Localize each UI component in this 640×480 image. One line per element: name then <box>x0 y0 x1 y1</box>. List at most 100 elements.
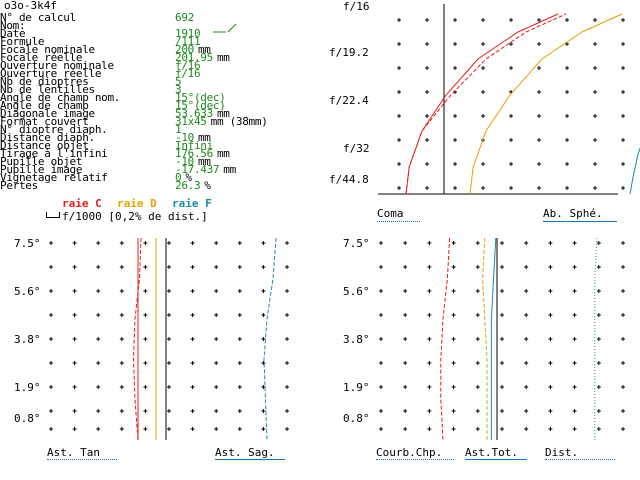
tab-underline <box>47 459 117 460</box>
param-value-text: 176.56 <box>175 147 213 160</box>
y-tick: f/16 <box>343 0 370 13</box>
tab-field-curvature[interactable]: Courb.Chp. <box>376 446 443 459</box>
param-value: 53.633 mm <box>175 107 230 120</box>
y-tick: 5.6° <box>343 285 370 298</box>
param-value-text: 53.633 <box>175 107 213 120</box>
scale-bar-icon <box>46 212 60 218</box>
param-label: Nb de lentilles <box>0 83 95 96</box>
formula-sketch-icon <box>213 23 237 33</box>
param-value: 201.95 mm <box>175 51 230 64</box>
param-value: 1 <box>175 123 185 136</box>
param-value-text: 201.95 <box>175 51 213 64</box>
param-label: Distance objet <box>0 139 89 152</box>
param-value: f/16 <box>175 67 204 80</box>
param-value: 200 mm <box>175 43 211 56</box>
param-unit: mm <box>197 155 211 168</box>
param-value: 15°(dec) <box>175 91 230 104</box>
param-value-text: -17.437 <box>175 163 220 176</box>
param-value: 176.56 mm <box>175 147 230 160</box>
y-tick: 3.8° <box>14 333 41 346</box>
legend-raie-c: raie C <box>62 197 102 210</box>
tab-coma[interactable]: Coma <box>377 207 404 220</box>
legend-raie-f: raie F <box>172 197 212 210</box>
param-unit: mm <box>197 43 211 56</box>
param-value-text: Infini <box>175 139 213 152</box>
param-value: -10 mm <box>175 155 211 168</box>
param-label: Ouverture nominale <box>0 59 114 72</box>
param-value: -17.437 mm <box>175 163 236 176</box>
param-label: Formule <box>0 35 45 48</box>
param-unit: mm <box>216 107 230 120</box>
param-value: -10 mm <box>175 131 211 144</box>
series-line <box>132 237 142 441</box>
param-label: Focale nominale <box>0 43 95 56</box>
y-tick: 0.8° <box>343 412 370 425</box>
y-tick: f/22.4 <box>329 94 369 107</box>
param-label: Date <box>0 27 26 40</box>
tab-underline <box>377 221 420 222</box>
param-value: /111 <box>175 35 204 48</box>
tab-astig-tangential[interactable]: Ast. Tan <box>47 446 100 459</box>
param-value: 31x45 mm (38mm) <box>175 115 268 128</box>
tab-underline <box>545 459 615 460</box>
series-line <box>405 13 567 195</box>
param-label: Pupille image <box>0 163 83 176</box>
param-value-text: -10 <box>175 131 194 144</box>
param-label: Pupille objet <box>0 155 83 168</box>
param-value: 3 <box>175 84 185 95</box>
y-tick: f/44.8 <box>329 173 369 186</box>
param-label: Angle de champ nom. <box>0 91 121 104</box>
series-line <box>482 237 488 440</box>
param-unit: mm <box>216 51 230 64</box>
param-value-text: 1 <box>175 123 182 136</box>
param-label: Vignetage relatif <box>0 171 108 184</box>
param-label: Ouverture réelle <box>0 67 102 80</box>
y-tick: 0.8° <box>14 412 41 425</box>
y-tick: 7.5° <box>14 237 41 250</box>
tab-underline-active <box>215 459 285 460</box>
param-label: Distance diaph. <box>0 131 95 144</box>
y-tick: 1.9° <box>343 381 370 394</box>
param-label: Pertes <box>0 179 38 192</box>
param-label: Nom: <box>0 19 26 32</box>
param-label: N° de calcul <box>0 11 76 24</box>
param-unit: % <box>185 171 192 184</box>
y-tick: 1.9° <box>14 381 41 394</box>
param-value: f/16 <box>175 60 204 71</box>
y-tick: f/32 <box>343 142 370 155</box>
param-value-text: 15°(dec) <box>175 91 226 104</box>
param-value: 26.3% <box>175 179 211 192</box>
param-value-text: -10 <box>175 155 194 168</box>
param-value-text: f/16 <box>175 67 201 80</box>
param-value-text: 5 <box>175 75 182 88</box>
scale-note: f/1000 [0,2% de dist.] <box>62 210 208 223</box>
y-tick: 7.5° <box>343 237 370 250</box>
param-value-text: 1910 <box>175 27 201 40</box>
series-line <box>405 13 559 195</box>
param-label: Diagonale image <box>0 107 95 120</box>
param-label: Focale réelle <box>0 51 83 64</box>
param-value: Infini <box>175 139 217 152</box>
param-value-text: 31x45 <box>175 115 207 128</box>
tab-underline <box>376 459 454 460</box>
tab-underline-active <box>465 459 527 460</box>
param-value-text: 26.3 <box>175 179 201 192</box>
param-value: 0% <box>175 171 192 184</box>
tab-spherical-aberration[interactable]: Ab. Sphé. <box>543 207 603 220</box>
param-unit: mm <box>216 147 230 160</box>
param-unit: mm (38mm) <box>210 115 268 128</box>
tab-distortion[interactable]: Dist. <box>545 446 579 459</box>
param-value: 5 <box>175 75 185 88</box>
parameter-list: N° de calcul 692 Nom: Date 1910 Formule/111 Fo… <box>0 11 300 194</box>
window-title: o3o-3k4f <box>4 0 57 12</box>
y-tick: f/19.2 <box>329 46 369 59</box>
param-value-text: 0 <box>175 171 182 184</box>
param-value-text: 200 <box>175 43 194 56</box>
series-line <box>440 237 451 441</box>
tab-astig-total[interactable]: Ast.Tot. <box>465 446 518 459</box>
param-value: 1910 <box>175 27 204 40</box>
param-value-text: /111 <box>175 35 201 48</box>
tab-astig-sagittal[interactable]: Ast. Sag. <box>215 446 275 459</box>
series-line <box>490 237 497 440</box>
tab-underline-active <box>543 221 617 222</box>
